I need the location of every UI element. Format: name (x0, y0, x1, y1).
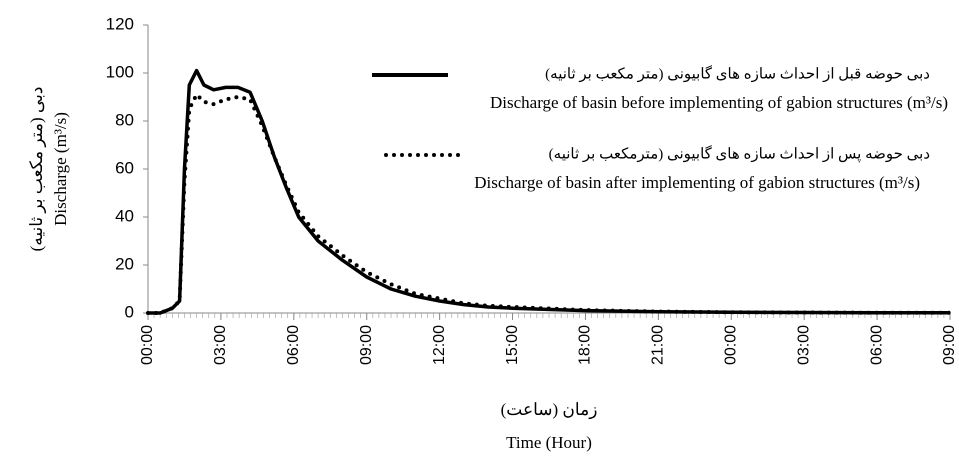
x-axis-label-fa: زمان (ساعت) (501, 400, 598, 420)
legend-label-fa: دبی حوضه پس از احداث سازه های گابیونی (م… (549, 144, 930, 162)
y-tick-label: 120 (106, 14, 134, 33)
legend-label: Discharge of basin before implementing o… (490, 93, 948, 112)
legend-label: Discharge of basin after implementing of… (474, 173, 920, 192)
x-tick-label: 06:00 (285, 325, 302, 365)
x-tick-label: 03:00 (212, 325, 229, 365)
x-tick-label: 15:00 (504, 325, 521, 365)
x-tick-label: 18:00 (577, 325, 594, 365)
y-axis-label-fa: دبی (متر مکعب بر ثانیه) (27, 87, 47, 252)
x-tick-label: 00:00 (139, 325, 156, 365)
legend-label-fa: دبی حوضه قبل از احداث سازه های گابیونی (… (545, 64, 930, 82)
x-tick-label: 12:00 (431, 325, 448, 365)
y-axis-label: Discharge (m³/s) (51, 112, 70, 226)
series-line (146, 92, 952, 315)
y-tick-label: 100 (106, 62, 134, 81)
x-tick-label: 03:00 (795, 325, 812, 365)
x-tick-label: 00:00 (722, 325, 739, 365)
y-tick-label: 0 (125, 302, 134, 321)
y-tick-label: 60 (115, 158, 134, 177)
x-axis-label: Time (Hour) (506, 433, 592, 452)
y-tick-label: 20 (115, 254, 134, 273)
series-line (148, 68, 950, 315)
x-tick-label: 06:00 (868, 325, 885, 365)
x-tick-label: 09:00 (941, 325, 958, 365)
y-tick-label: 80 (115, 110, 134, 129)
x-tick-label: 09:00 (358, 325, 375, 365)
y-tick-label: 40 (115, 206, 134, 225)
x-tick-label: 21:00 (650, 325, 667, 365)
